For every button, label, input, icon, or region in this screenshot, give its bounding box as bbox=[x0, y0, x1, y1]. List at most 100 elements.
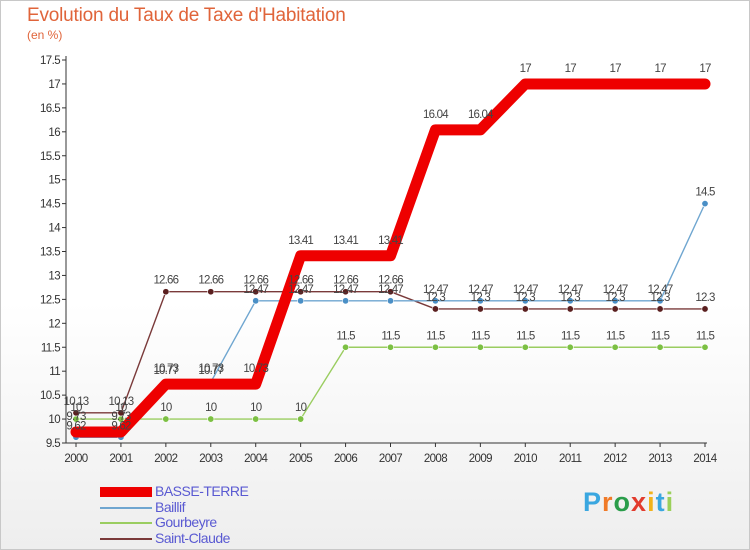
data-label: 13.41 bbox=[333, 235, 358, 247]
data-point bbox=[611, 305, 619, 313]
data-label: 11.5 bbox=[516, 330, 535, 342]
data-label: 10.77 bbox=[198, 365, 223, 377]
legend-swatch bbox=[100, 487, 152, 497]
data-point bbox=[341, 251, 350, 260]
data-label: 10.13 bbox=[109, 396, 134, 408]
data-point bbox=[297, 288, 305, 296]
data-point bbox=[431, 297, 439, 305]
data-label: 11.5 bbox=[426, 330, 445, 342]
series-line-saint-claude bbox=[75, 291, 706, 414]
data-point bbox=[386, 297, 394, 305]
x-tick-label: 2003 bbox=[199, 453, 222, 465]
data-label: 17 bbox=[565, 63, 577, 75]
x-tick-label: 2012 bbox=[604, 453, 627, 465]
data-point bbox=[611, 297, 619, 305]
data-label: 10.73 bbox=[153, 363, 178, 375]
logo-letter: t bbox=[655, 487, 666, 517]
series-saint-claude bbox=[72, 288, 709, 417]
data-point bbox=[72, 427, 80, 436]
chart-title: Evolution du Taux de Taxe d'Habitation bbox=[27, 5, 346, 26]
data-point bbox=[252, 288, 260, 296]
data-label: 11.5 bbox=[696, 330, 715, 342]
data-label: 12.47 bbox=[558, 284, 583, 296]
data-point bbox=[476, 297, 484, 305]
data-point bbox=[72, 409, 80, 417]
axes: 9.5 10 10.5 11 11.5 12 12.5 13 13.5 14 14.5 15 15.5 1… bbox=[40, 55, 718, 465]
y-tick-label: 16 bbox=[48, 127, 60, 139]
y-tick-label: 17.5 bbox=[40, 55, 60, 67]
data-point bbox=[297, 415, 305, 423]
data-label: 12.3 bbox=[561, 292, 581, 304]
data-label: 13.41 bbox=[288, 235, 313, 247]
series-layer bbox=[70, 78, 711, 441]
x-tick-label: 2014 bbox=[693, 453, 717, 465]
y-tick-label: 13 bbox=[48, 270, 60, 282]
data-label: 12.66 bbox=[153, 275, 178, 287]
data-point bbox=[252, 297, 260, 305]
y-tick-label: 15 bbox=[48, 175, 60, 187]
data-label: 10.13 bbox=[64, 396, 89, 408]
data-point bbox=[656, 305, 664, 313]
logo-letter: o bbox=[613, 487, 632, 517]
data-point bbox=[611, 343, 619, 351]
data-point bbox=[701, 343, 709, 351]
legend-label: Gourbeyre bbox=[155, 514, 217, 530]
y-tick-label: 10.5 bbox=[40, 390, 60, 402]
data-point bbox=[161, 380, 170, 389]
legend-swatch bbox=[100, 537, 152, 540]
data-label: 12.66 bbox=[378, 275, 403, 287]
data-label: 16.04 bbox=[468, 109, 494, 121]
legend-label: Saint-Claude bbox=[155, 529, 230, 546]
y-tick-label: 14 bbox=[48, 223, 61, 235]
data-label: 17 bbox=[654, 63, 666, 75]
data-point bbox=[117, 409, 125, 417]
data-point bbox=[431, 343, 439, 351]
data-point bbox=[252, 415, 260, 423]
data-label: 12.3 bbox=[606, 292, 626, 304]
data-point bbox=[521, 79, 530, 88]
series-gourbeyre bbox=[72, 343, 709, 423]
data-label: 10 bbox=[70, 402, 82, 414]
data-label: 11.5 bbox=[381, 330, 400, 342]
x-tick-label: 2002 bbox=[154, 453, 177, 465]
data-label: 12.47 bbox=[243, 284, 268, 296]
data-label: 10 bbox=[115, 402, 127, 414]
data-label: 12.47 bbox=[333, 284, 358, 296]
data-label: 11.5 bbox=[606, 330, 625, 342]
data-label: 10.73 bbox=[198, 363, 223, 375]
data-point bbox=[251, 380, 260, 389]
x-tick-label: 2000 bbox=[64, 453, 87, 465]
data-point bbox=[476, 343, 484, 351]
data-point bbox=[656, 79, 665, 88]
data-point bbox=[386, 288, 394, 296]
data-point bbox=[656, 297, 664, 305]
y-tick-label: 9.5 bbox=[46, 438, 60, 450]
x-tick-label: 2007 bbox=[379, 453, 402, 465]
data-point bbox=[566, 343, 574, 351]
x-tick-label: 2010 bbox=[514, 453, 537, 465]
y-tick-label: 12.5 bbox=[40, 294, 60, 306]
data-label: 12.3 bbox=[426, 292, 446, 304]
x-tick-label: 2005 bbox=[289, 453, 312, 465]
data-point bbox=[611, 79, 620, 88]
data-label: 11.5 bbox=[336, 330, 355, 342]
y-tick-label: 11.5 bbox=[41, 342, 60, 354]
proxiti-logo: Proxiti bbox=[583, 487, 674, 518]
legend-swatch bbox=[100, 506, 152, 509]
data-point bbox=[162, 415, 170, 423]
data-point bbox=[656, 343, 664, 351]
data-label: 10 bbox=[205, 402, 217, 414]
data-label: 10 bbox=[250, 402, 262, 414]
data-point bbox=[566, 79, 575, 88]
y-tick-label: 17 bbox=[48, 79, 60, 91]
data-point bbox=[207, 288, 215, 296]
data-point bbox=[701, 200, 709, 208]
data-point bbox=[701, 305, 709, 313]
data-label: 12.3 bbox=[516, 292, 536, 304]
y-unit-label: (en %) bbox=[27, 28, 63, 42]
y-tick-label: 11 bbox=[49, 366, 60, 378]
data-label: 10.73 bbox=[243, 363, 268, 375]
data-label: 10 bbox=[295, 402, 307, 414]
data-label: 13.41 bbox=[378, 235, 403, 247]
